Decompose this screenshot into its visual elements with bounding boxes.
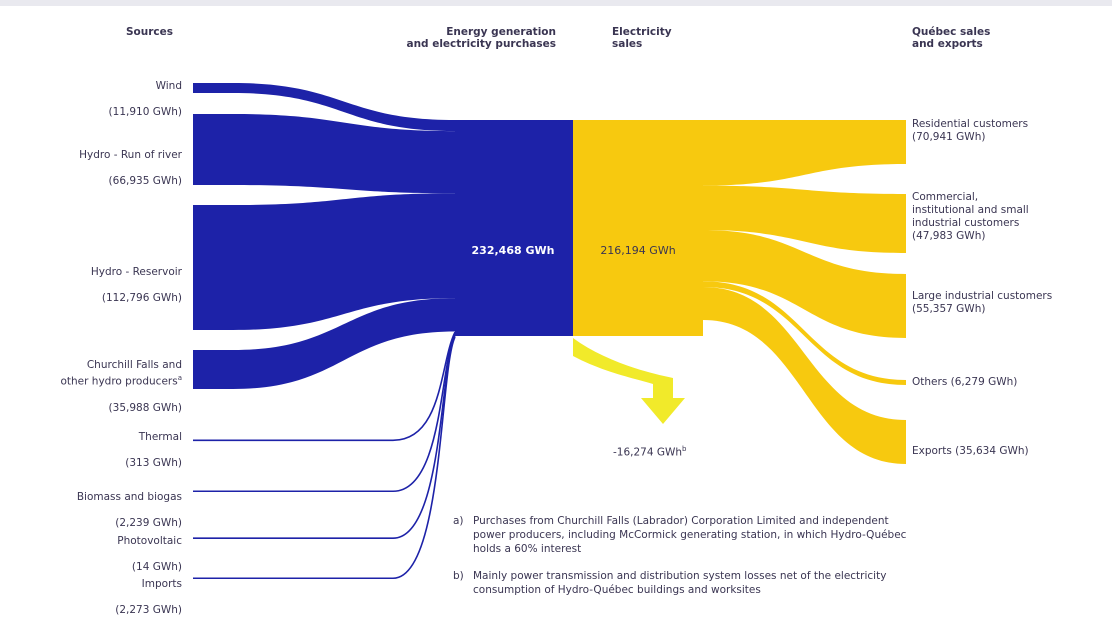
footnote-b: b) Mainly power transmission and distrib…: [453, 569, 1093, 599]
generation-total: 232,468 GWh: [471, 244, 555, 257]
source-line-4: [193, 331, 456, 442]
output-flow-0: [703, 120, 906, 186]
note-mark-b: b: [682, 445, 687, 453]
source-name: Thermal: [138, 431, 182, 443]
losses-arrow: [573, 338, 685, 424]
source-flow-1: [233, 114, 455, 194]
footnote-key: a): [453, 515, 464, 527]
source-flow-2: [233, 193, 455, 330]
source-name: Photovoltaic: [117, 535, 182, 547]
source-flow-3: [233, 298, 455, 389]
source-line-7: [193, 336, 456, 580]
source-value: (66,935 GWh): [108, 175, 182, 187]
footnote-text: Purchases from Churchill Falls (Labrador…: [473, 515, 907, 555]
source-band-3: [193, 350, 233, 389]
header-sources: Sources: [126, 26, 174, 38]
output-large-industrial: Large industrial customers (55,357 GWh): [912, 290, 1053, 315]
output-commercial: Commercial, institutional and small indu…: [912, 191, 1029, 242]
generation-node: [455, 120, 573, 336]
output-flow-1: [703, 185, 906, 253]
header-quebec: Québec sales and exports: [912, 26, 991, 50]
note-mark-a: a: [177, 374, 182, 382]
source-wind: Wind (11,910 GWh): [22, 67, 182, 132]
source-value: (14 GWh): [131, 561, 182, 573]
source-name: Hydro - Reservoir: [90, 266, 182, 278]
source-reservoir: Hydro - Reservoir (112,796 GWh): [22, 253, 182, 318]
source-name: Biomass and biogas: [76, 491, 182, 503]
footnote-a: a) Purchases from Churchill Falls (Labra…: [453, 514, 1093, 558]
footnote-key: b): [453, 570, 464, 582]
source-band-2: [193, 205, 233, 330]
top-border: [0, 0, 1112, 6]
output-flow-3: [703, 281, 906, 385]
source-imports: Imports (2,273 GWh): [22, 565, 182, 630]
output-flow-2: [703, 230, 906, 338]
source-value: (11,910 GWh): [108, 106, 182, 118]
source-value: (313 GWh): [125, 457, 182, 469]
source-name: Hydro - Run of river: [79, 149, 182, 161]
source-biomass: Biomass and biogas (2,239 GWh): [22, 478, 182, 543]
source-churchill-falls: Churchill Falls and other hydro producer…: [22, 346, 182, 428]
source-photovoltaic: Photovoltaic (14 GWh): [22, 522, 182, 587]
output-others: Others (6,279 GWh): [912, 376, 1018, 388]
source-band-0: [193, 83, 233, 93]
sales-node: [573, 120, 703, 336]
output-flow-4: [703, 287, 906, 464]
header-generation: Energy generation and electricity purcha…: [406, 26, 556, 50]
output-residential: Residential customers (70,941 GWh): [912, 118, 1029, 143]
source-value: (2,239 GWh): [115, 517, 182, 529]
source-value: (2,273 GWh): [115, 604, 182, 616]
source-name: Churchill Falls and other hydro producer…: [60, 359, 182, 388]
header-sales: Electricity sales: [612, 26, 672, 50]
source-value: (112,796 GWh): [101, 292, 182, 304]
source-name: Imports: [141, 578, 182, 590]
footnote-text: Mainly power transmission and distributi…: [473, 570, 887, 596]
source-name: Wind: [155, 80, 182, 92]
source-flow-0: [233, 83, 455, 132]
source-band-1: [193, 114, 233, 185]
sales-total: 216,194 GWh: [600, 244, 676, 257]
output-exports: Exports (35,634 GWh): [912, 445, 1029, 457]
losses-label: -16,274 GWhb: [613, 445, 687, 459]
source-value: (35,988 GWh): [108, 401, 182, 414]
source-run-of-river: Hydro - Run of river (66,935 GWh): [22, 136, 182, 201]
source-thermal: Thermal (313 GWh): [22, 418, 182, 483]
